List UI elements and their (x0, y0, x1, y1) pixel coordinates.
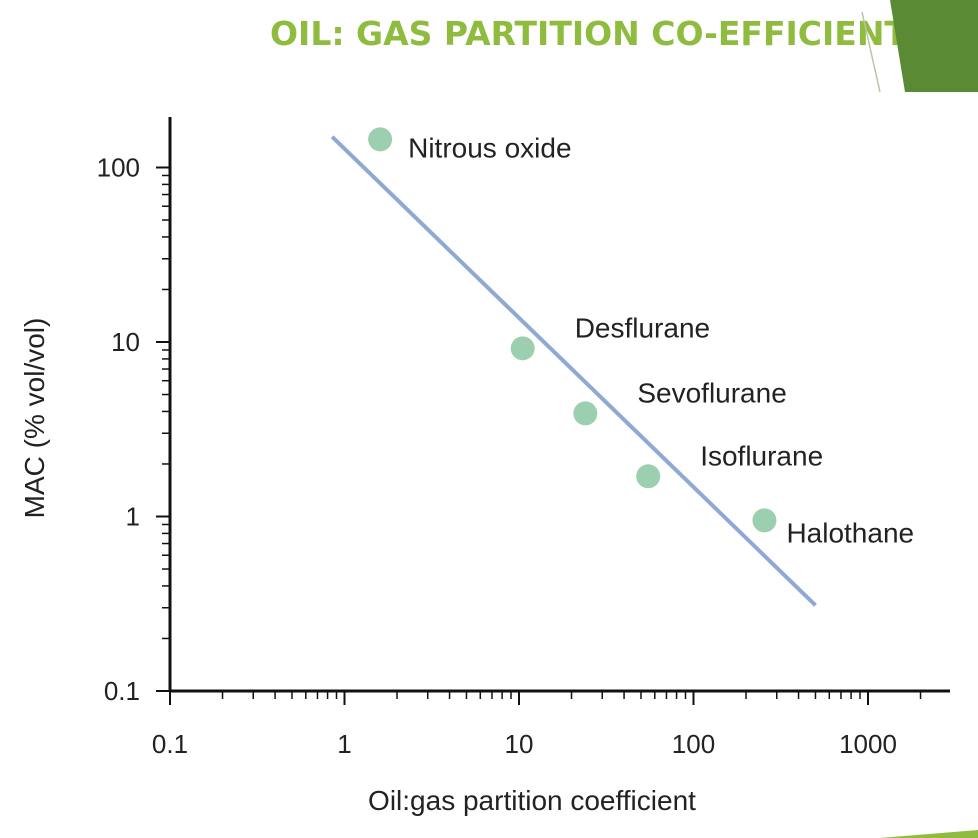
x-tick-label: 1000 (839, 729, 897, 759)
x-tick-label: 100 (672, 729, 715, 759)
data-point (368, 127, 393, 152)
data-point-label: Sevoflurane (637, 377, 786, 408)
trend-line (330, 135, 817, 607)
data-point-label: Isoflurane (700, 440, 823, 471)
corner-accent-dark (890, 0, 978, 92)
x-tick-label: 0.1 (152, 729, 188, 759)
y-tick-label: 100 (97, 153, 140, 183)
trend-line-group (330, 135, 817, 607)
x-tick-label: 1 (337, 729, 351, 759)
data-point-label: Desflurane (575, 312, 710, 343)
slide-title: OIL: GAS PARTITION CO-EFFICIENT (270, 14, 907, 53)
x-axis-title: Oil:gas partition coefficient (368, 785, 696, 816)
data-point (636, 464, 661, 489)
corner-accent-line (861, 11, 881, 93)
data-point (752, 508, 777, 533)
y-axis-title: MAC (% vol/vol) (19, 318, 50, 519)
data-point-label: Halothane (786, 517, 914, 548)
x-tick-label: 10 (505, 729, 534, 759)
axes: 0.1 1 10 100 1000 0.1 1 10 100 (97, 117, 950, 759)
data-point (573, 401, 598, 426)
y-tick-label: 1 (126, 502, 140, 532)
bottom-accent (880, 830, 978, 838)
data-point (510, 336, 535, 361)
y-tick-label: 10 (111, 327, 140, 357)
data-point-label: Nitrous oxide (408, 132, 571, 163)
y-tick-label: 0.1 (104, 676, 140, 706)
points-group: Nitrous oxide Desflurane Sevoflurane Isoflu… (368, 127, 914, 548)
